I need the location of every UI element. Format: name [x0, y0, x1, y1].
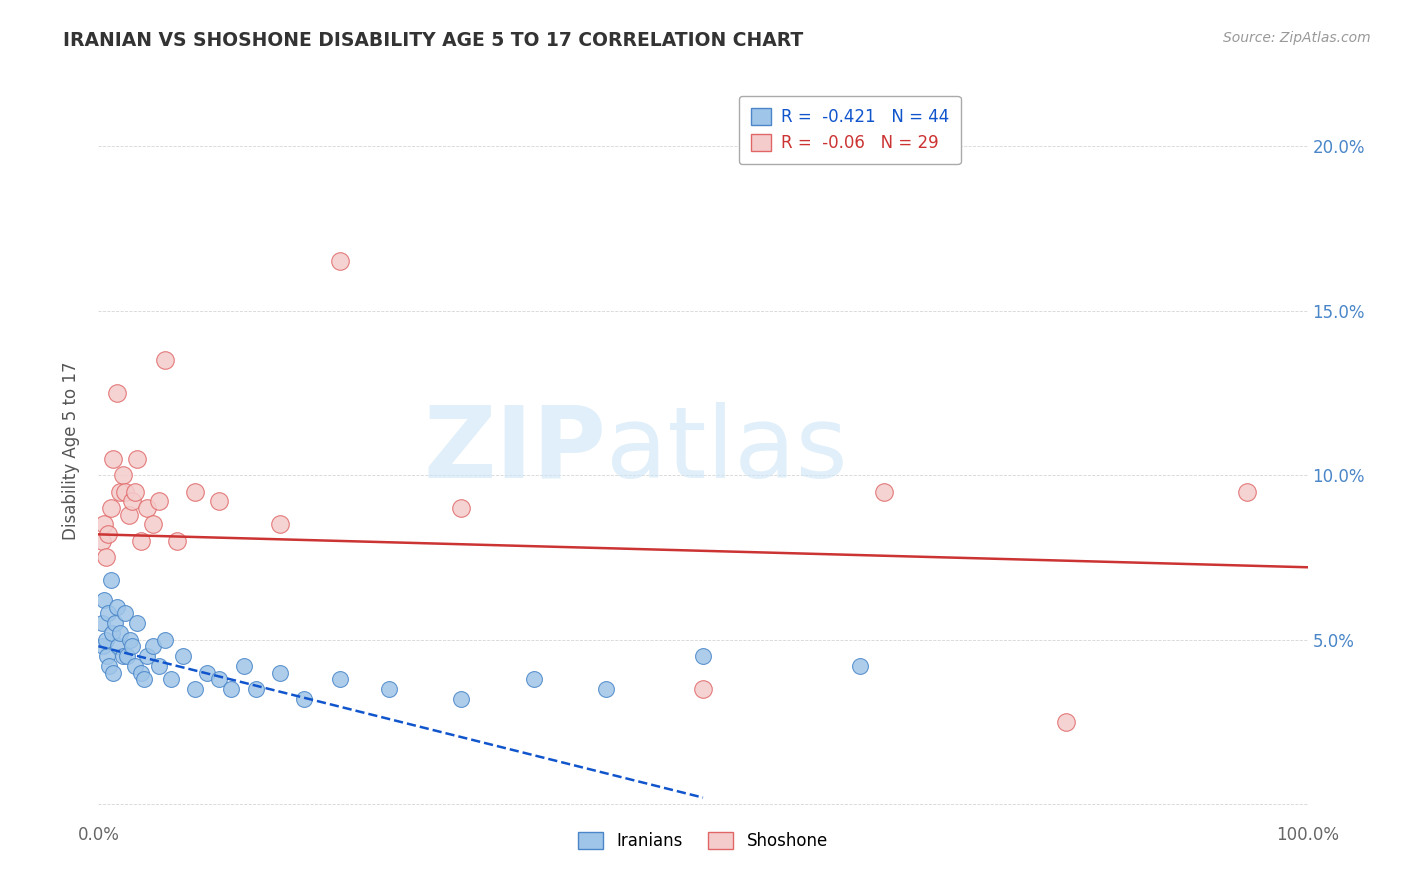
Point [94, 550, 117, 565]
Point [1054, 714, 1077, 729]
Point [114, 607, 136, 621]
Point [97, 607, 120, 621]
Point [121, 639, 143, 653]
Point [160, 672, 183, 686]
Point [450, 692, 472, 706]
Point [692, 681, 714, 696]
Point [849, 659, 872, 673]
Point [129, 665, 152, 680]
Point [111, 468, 134, 483]
Point [100, 626, 122, 640]
Text: ZIP: ZIP [423, 402, 606, 499]
Point [100, 501, 122, 516]
Point [135, 649, 157, 664]
Point [148, 659, 170, 673]
Point [377, 681, 399, 696]
Point [91, 639, 114, 653]
Point [195, 665, 218, 680]
Point [292, 692, 315, 706]
Point [153, 353, 176, 368]
Point [114, 484, 136, 499]
Point [127, 616, 149, 631]
Point [98, 659, 121, 673]
Legend: Iranians, Shoshone: Iranians, Shoshone [572, 825, 834, 856]
Point [208, 672, 231, 686]
Point [208, 494, 231, 508]
Point [94, 632, 117, 647]
Point [105, 599, 128, 614]
Point [91, 533, 114, 548]
Point [269, 517, 291, 532]
Point [101, 451, 124, 466]
Point [108, 626, 131, 640]
Point [97, 527, 120, 541]
Text: Source: ZipAtlas.com: Source: ZipAtlas.com [1223, 31, 1371, 45]
Point [245, 681, 267, 696]
Y-axis label: Disability Age 5 to 17: Disability Age 5 to 17 [62, 361, 80, 540]
Text: IRANIAN VS SHOSHONE DISABILITY AGE 5 TO 17 CORRELATION CHART: IRANIAN VS SHOSHONE DISABILITY AGE 5 TO … [63, 31, 803, 50]
Point [153, 632, 176, 647]
Point [129, 533, 152, 548]
Point [184, 681, 207, 696]
Point [142, 639, 165, 653]
Point [450, 501, 472, 516]
Point [142, 517, 165, 532]
Point [96, 649, 118, 664]
Point [523, 672, 546, 686]
Point [101, 665, 124, 680]
Point [111, 649, 134, 664]
Point [692, 649, 714, 664]
Point [134, 672, 156, 686]
Point [148, 494, 170, 508]
Point [93, 593, 115, 607]
Point [118, 632, 141, 647]
Point [172, 649, 194, 664]
Point [93, 517, 115, 532]
Point [91, 616, 114, 631]
Point [166, 533, 188, 548]
Point [108, 484, 131, 499]
Point [329, 254, 352, 268]
Text: atlas: atlas [606, 402, 848, 499]
Point [118, 508, 141, 522]
Point [269, 665, 291, 680]
Point [121, 494, 143, 508]
Point [329, 672, 352, 686]
Point [221, 681, 243, 696]
Point [124, 659, 146, 673]
Point [1236, 484, 1258, 499]
Point [100, 574, 122, 588]
Point [124, 484, 146, 499]
Point [104, 616, 127, 631]
Point [135, 501, 157, 516]
Point [232, 659, 254, 673]
Point [595, 681, 617, 696]
Point [105, 385, 128, 400]
Point [127, 451, 149, 466]
Point [107, 639, 129, 653]
Point [184, 484, 207, 499]
Point [873, 484, 896, 499]
Point [117, 649, 139, 664]
